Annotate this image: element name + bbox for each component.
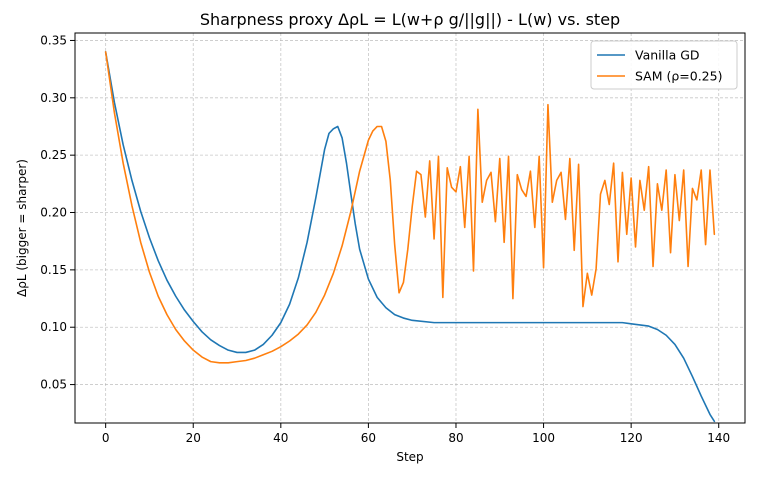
y-tick-label: 0.15	[40, 263, 67, 277]
series-line-0	[104, 51, 716, 423]
x-tick-label: 100	[532, 431, 555, 445]
x-tick-label: 120	[620, 431, 643, 445]
legend-label-1: SAM (ρ=0.25)	[635, 69, 722, 84]
legend: Vanilla GD SAM (ρ=0.25)	[590, 40, 738, 90]
y-tick-label: 0.35	[40, 33, 67, 47]
axis-ticks: 0 20 40 60 80 100 120 140 0.05 0.10 0.15 0.20 0.25 0.…	[40, 33, 730, 445]
x-tick-label: 20	[186, 431, 201, 445]
y-tick-label: 0.25	[40, 148, 67, 162]
y-tick-label: 0.20	[40, 206, 67, 220]
plot-frame	[74, 32, 746, 424]
legend-label-0: Vanilla GD	[635, 48, 700, 63]
x-axis-label: Step	[396, 450, 423, 464]
series-line-1	[104, 51, 716, 364]
chart-title: Sharpness proxy ΔρL = L(w+ρ g/||g||) - L…	[200, 10, 620, 29]
y-tick-label: 0.30	[40, 91, 67, 105]
y-tick-label: 0.10	[40, 320, 67, 334]
x-tick-label: 80	[448, 431, 463, 445]
x-tick-label: 0	[102, 431, 110, 445]
series-lines	[104, 51, 716, 423]
x-tick-label: 140	[707, 431, 730, 445]
x-tick-label: 40	[273, 431, 288, 445]
y-tick-label: 0.05	[40, 378, 67, 392]
grid	[75, 33, 745, 423]
y-axis-label: ΔρL (bigger = sharper)	[15, 159, 29, 297]
legend-box	[590, 40, 738, 90]
x-tick-label: 60	[361, 431, 376, 445]
